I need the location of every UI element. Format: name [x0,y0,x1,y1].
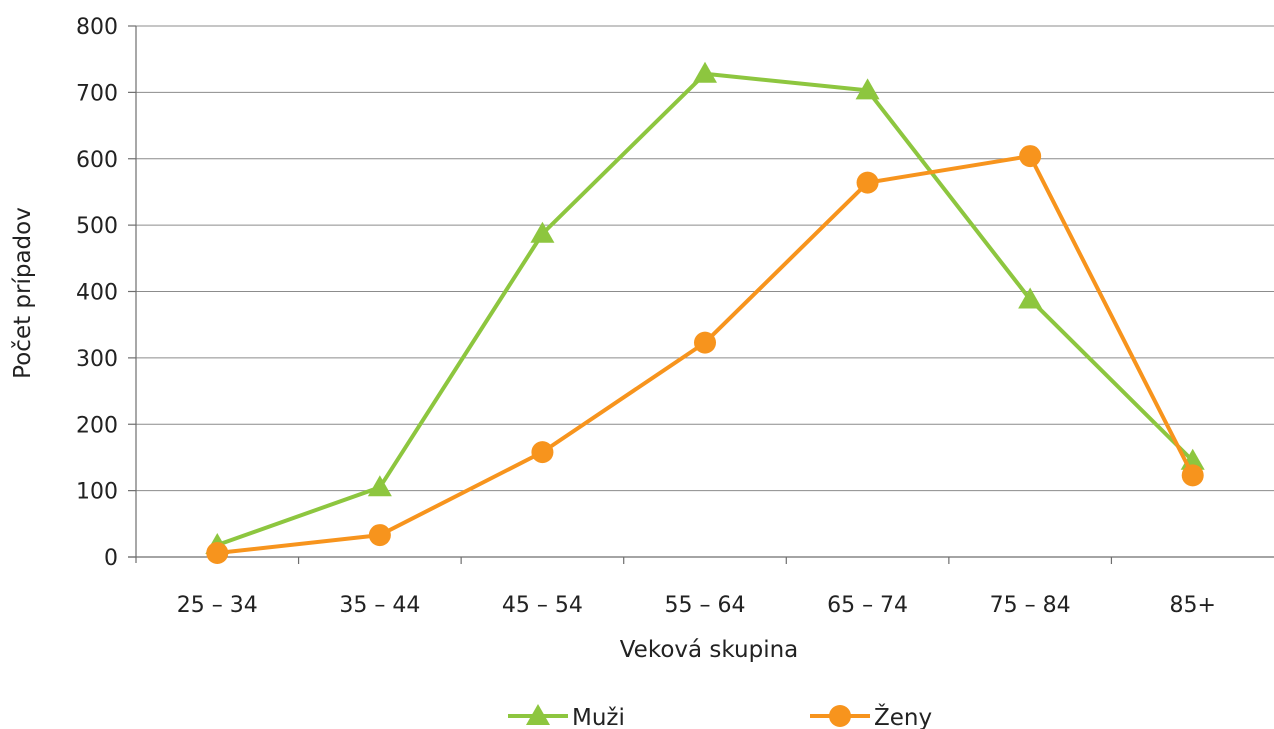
data-point [856,171,879,194]
gridlines [136,25,1274,492]
data-point [206,542,229,565]
axes [128,25,1274,564]
legend-item: Muži [508,704,625,729]
data-point [1019,145,1042,168]
x-tick-label: 85+ [1169,593,1215,618]
x-tick-label: 45 – 54 [502,593,583,618]
x-tick-label: 65 – 74 [827,593,908,618]
data-point [368,524,391,547]
y-tick-label: 400 [76,281,118,306]
x-tick-label: 25 – 34 [177,593,258,618]
x-tick-label: 75 – 84 [990,593,1071,618]
y-tick-label: 0 [104,546,118,571]
data-point [531,441,554,464]
y-tick-label: 600 [76,148,118,173]
y-tick-label: 200 [76,413,118,438]
x-tick-label: 55 – 64 [665,593,746,618]
data-point [367,475,392,497]
series-1 [205,61,1205,555]
series [205,61,1205,565]
x-axis-title: Veková skupina [620,637,799,663]
y-axis-title: Počet prípadov [10,207,36,379]
series-2 [206,145,1204,565]
legend: Muži Ženy [508,703,932,729]
data-point [855,78,880,100]
y-tick-label: 500 [76,214,118,239]
legend-item: Ženy [810,703,932,729]
data-point [530,221,555,243]
data-point [1181,464,1204,487]
y-tick-label: 100 [76,480,118,505]
y-tick-label: 300 [76,347,118,372]
y-tick-label: 700 [76,81,118,106]
data-point [693,61,717,83]
legend-label: Ženy [874,703,932,729]
data-point [1018,287,1043,309]
legend-marker [526,704,550,725]
legend-label: Muži [572,705,625,729]
legend-marker [829,705,851,727]
x-tick-label: 35 – 44 [339,593,420,618]
y-tick-label: 800 [76,15,118,40]
series-line [216,71,1195,547]
x-tick-labels: 25 – 34 35 – 44 45 – 54 55 – 64 65 – 74 75 – … [177,593,1216,618]
y-tick-labels: 0 100 200 300 400 500 600 700 800 [76,15,118,571]
data-point [694,331,716,354]
